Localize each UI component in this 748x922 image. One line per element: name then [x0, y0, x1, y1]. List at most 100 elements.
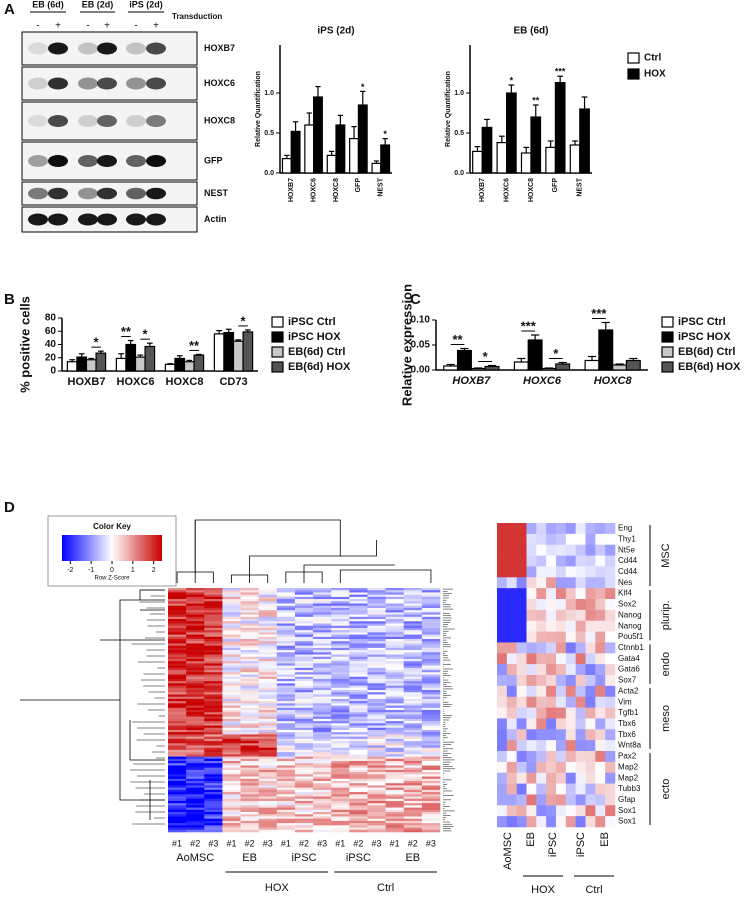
heatmap-cell — [385, 614, 405, 618]
heatmap-cell — [186, 614, 205, 618]
heatmap-cell — [367, 681, 386, 684]
heatmap-cell — [385, 654, 405, 658]
legend-swatch — [271, 346, 284, 358]
heatmap-cell — [240, 765, 259, 768]
heatmap-cell — [403, 785, 423, 788]
gene-label: Nes — [618, 578, 632, 587]
heatmap-cell — [313, 710, 332, 713]
heatmap-small-cell — [585, 729, 596, 741]
heatmap-cell — [349, 590, 368, 593]
blot-band — [48, 42, 68, 55]
heatmap-cell — [258, 805, 278, 808]
heatmap-cell — [186, 780, 205, 784]
heatmap-small-cell — [595, 642, 606, 654]
heatmap-cell — [367, 738, 386, 742]
heatmap-cell — [349, 707, 368, 711]
bar — [76, 356, 88, 372]
heatmap-cell — [349, 605, 368, 609]
heatmap-cell — [276, 690, 296, 693]
heatmap-cell — [222, 612, 241, 615]
heatmap-cell — [240, 623, 259, 627]
heatmap-cell — [276, 676, 296, 680]
heatmap-cell — [349, 694, 368, 697]
color-key-bar — [62, 535, 162, 561]
heatmap-cell — [204, 714, 223, 717]
heatmap-cell — [204, 756, 223, 760]
heatmap-cell — [204, 634, 223, 638]
heatmap-small-cell — [526, 620, 537, 632]
heatmap-cell — [222, 692, 241, 695]
heatmap-small-cell — [595, 783, 606, 795]
heatmap-cell — [258, 625, 278, 629]
bar — [530, 116, 542, 174]
color-key-tick-label: -2 — [67, 567, 73, 574]
heatmap-small-cell — [575, 599, 586, 611]
heatmap-cell — [403, 632, 423, 635]
heatmap-cell — [276, 610, 296, 613]
color-key-tick-label: 1 — [131, 567, 135, 574]
heatmap-cell — [186, 661, 205, 664]
heatmap-cell — [421, 805, 441, 808]
heatmap-cell — [349, 794, 368, 797]
heatmap-cell — [367, 627, 386, 631]
heatmap-small-cell — [506, 544, 517, 556]
heatmap-cell — [349, 667, 368, 671]
heatmap-small-cell — [506, 772, 517, 784]
heatmap-small-cell — [575, 523, 586, 535]
heatmap-cell — [240, 718, 259, 722]
heatmap-small-cell — [595, 675, 606, 687]
heatmap-cell — [204, 732, 223, 735]
heatmap-small-cell — [526, 729, 537, 741]
heatmap-small-cell — [536, 772, 547, 784]
heatmap-cell — [168, 820, 187, 824]
heatmap-small-cell — [546, 609, 557, 622]
heatmap-cell — [367, 588, 386, 591]
heatmap-cell — [168, 827, 187, 831]
heatmap-cell — [349, 681, 368, 684]
heatmap-cell — [331, 599, 350, 602]
heatmap-cell — [421, 772, 441, 775]
heatmap-cell — [294, 645, 314, 649]
heatmap-cell — [258, 619, 278, 622]
heatmap-cell — [385, 692, 405, 695]
heatmap-cell — [421, 674, 441, 678]
gene-group-label: endo — [660, 652, 672, 676]
heatmap-cell — [403, 767, 423, 771]
heatmap-cell — [349, 816, 368, 819]
heatmap-small-cell — [595, 664, 606, 676]
heatmap-cell — [313, 800, 332, 804]
heatmap-cell — [294, 594, 314, 598]
heatmap-cell — [421, 725, 441, 729]
heatmap-cell — [331, 774, 350, 777]
heatmap-cell — [258, 765, 278, 768]
heatmap-cell — [349, 619, 368, 622]
heatmap-cell — [349, 641, 368, 644]
heatmap-cell — [421, 769, 441, 773]
heatmap-cell — [294, 800, 314, 804]
heatmap-cell — [421, 785, 441, 788]
blot-band — [146, 77, 166, 90]
heatmap-cell — [367, 696, 386, 700]
heatmap-cell — [331, 645, 350, 649]
x-tick-label: HOXB7 — [479, 178, 486, 202]
heatmap-cell — [276, 736, 296, 740]
heatmap-cell — [349, 639, 368, 642]
heatmap-small-cell — [536, 707, 547, 719]
heatmap-cell — [294, 632, 314, 635]
heatmap-cell — [204, 783, 223, 786]
heatmap-cell — [168, 632, 187, 635]
heatmap-cell — [367, 619, 386, 622]
bar — [164, 363, 176, 372]
heatmap-cell — [186, 772, 205, 775]
heatmap-cell — [367, 663, 386, 666]
heatmap-cell — [240, 767, 259, 771]
heatmap-cell — [204, 805, 223, 808]
heatmap-cell — [204, 761, 223, 764]
heatmap-cell — [313, 772, 332, 775]
heatmap-cell — [349, 805, 368, 808]
heatmap-small-cell — [526, 707, 537, 719]
heatmap-cell — [168, 785, 187, 788]
heatmap-cell — [385, 758, 405, 762]
heatmap-cell — [403, 647, 423, 651]
gene-label: Acta2 — [618, 686, 639, 695]
